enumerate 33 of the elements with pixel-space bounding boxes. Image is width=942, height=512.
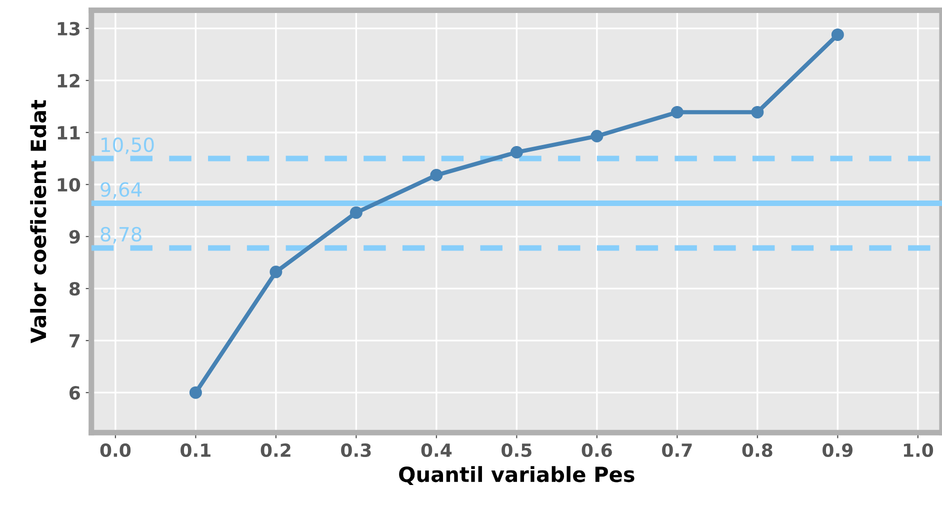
point: [831, 28, 844, 41]
x-tick-label: 0.0: [100, 443, 131, 458]
y-tick-label: 13: [58, 22, 80, 36]
ref-line-label: 9,64: [100, 182, 142, 199]
x-tick-label: 0.9: [822, 443, 853, 458]
y-tick-label: 9: [69, 230, 80, 244]
x-tick-label: 1.0: [904, 443, 934, 458]
y-tick-label: 10: [58, 178, 80, 192]
y-tick-label: 8: [70, 282, 80, 296]
y-tick-label: 11: [58, 126, 80, 140]
y-tick-label: 7: [70, 334, 80, 348]
point: [270, 266, 282, 278]
point: [590, 130, 604, 142]
point: [350, 206, 362, 219]
x-tick-label: 0.3: [341, 443, 371, 458]
ref-line-label: 10,50: [102, 137, 154, 154]
point: [510, 146, 523, 159]
x-tick-label: 0.6: [582, 443, 612, 458]
point: [430, 168, 443, 182]
y-tick-label: 6: [70, 386, 80, 400]
x-tick-label: 0.7: [662, 443, 692, 458]
x-tick-label: 0.2: [260, 443, 290, 458]
y-tick-label: 12: [58, 74, 80, 88]
ref-line-label: 8,78: [100, 226, 142, 244]
x-tick-label: 0.4: [421, 443, 452, 458]
y-axis-title: Valor coeficient Edat: [30, 100, 46, 344]
x-axis-title: Quantil variable Pes: [399, 466, 634, 485]
point: [189, 386, 202, 399]
point: [670, 106, 684, 118]
x-tick-label: 0.8: [742, 443, 772, 458]
point: [751, 106, 764, 118]
x-tick-label: 0.5: [502, 443, 532, 458]
x-tick-label: 0.1: [180, 443, 210, 458]
